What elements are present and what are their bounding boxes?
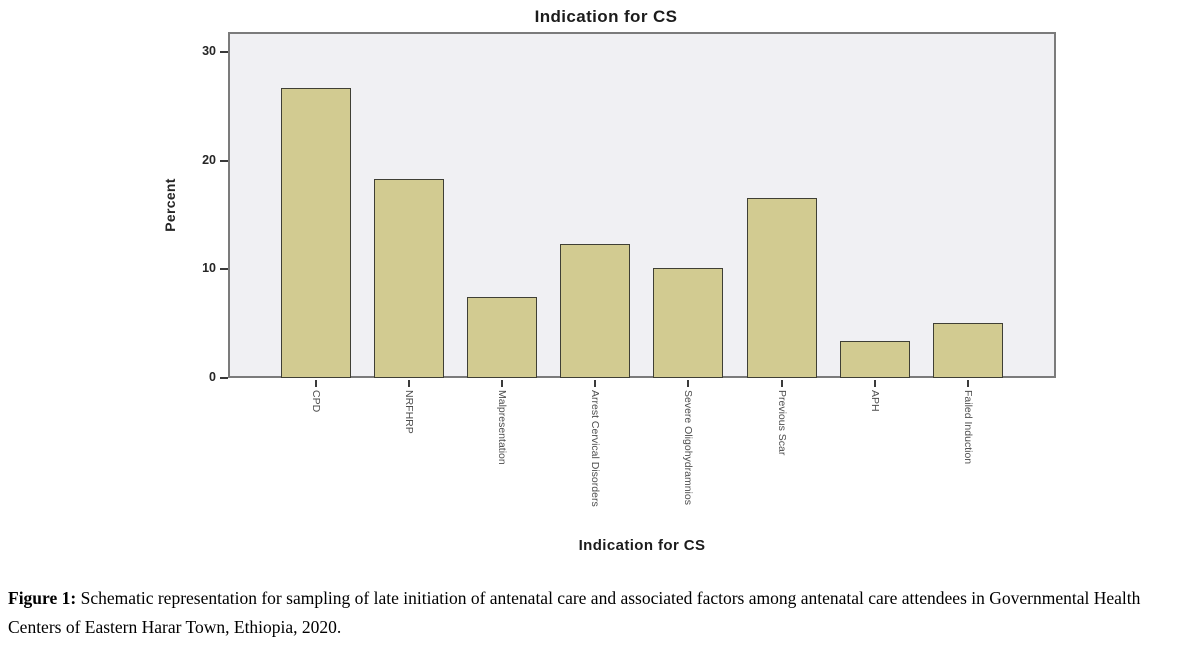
plot-area: [228, 32, 1056, 378]
y-axis-label: Percent: [162, 178, 178, 232]
y-tick: [220, 377, 228, 379]
x-category-label: Previous Scar: [775, 390, 788, 456]
chart-title: Indication for CS: [534, 7, 678, 26]
y-tick: [220, 268, 228, 271]
x-tick: [315, 380, 317, 387]
y-tick-label: 30: [202, 44, 216, 58]
x-category-label: Arrest Cervical Disorders: [589, 390, 602, 507]
x-category-label: CPD: [310, 390, 322, 413]
x-axis-title: Indication for CS: [578, 537, 706, 554]
y-tick: [220, 159, 228, 162]
x-tick: [966, 380, 969, 387]
x-category-label: Failed Induction: [961, 390, 974, 465]
y-tick-label: 0: [209, 370, 216, 384]
x-category-label: APH: [868, 390, 881, 412]
figure-caption-label: Figure 1:: [8, 588, 77, 608]
x-category-label: Severe Oligohydramnios: [682, 390, 695, 505]
y-tick-label: 10: [202, 261, 216, 276]
y-tick: [220, 51, 228, 53]
x-tick: [408, 380, 411, 387]
x-tick: [780, 380, 783, 387]
figure-caption-text: Schematic representation for sampling of…: [8, 588, 1141, 637]
x-tick: [687, 380, 690, 387]
x-tick: [501, 380, 504, 387]
x-tick: [594, 380, 597, 387]
x-tick: [873, 380, 876, 387]
figure-caption: Figure 1: Schematic representation for s…: [8, 584, 1180, 642]
x-category-label: NRFHRP: [403, 390, 416, 434]
y-tick-label: 20: [202, 152, 216, 167]
x-category-label: Malpresentation: [496, 390, 509, 465]
